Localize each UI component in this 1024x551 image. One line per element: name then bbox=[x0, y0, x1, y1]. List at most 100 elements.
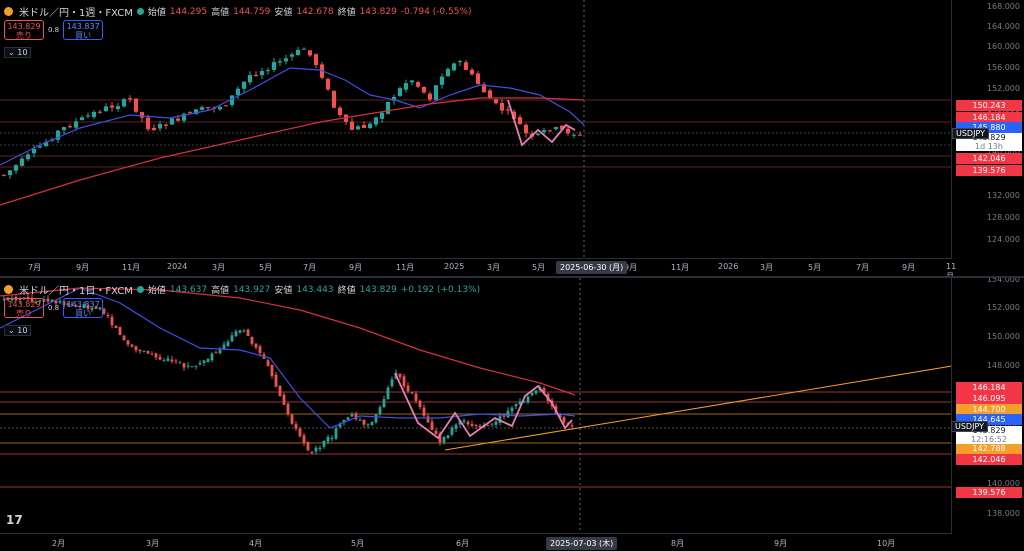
daily-candle-body bbox=[266, 360, 270, 366]
daily-candle-body bbox=[286, 403, 290, 414]
weekly-candle-body bbox=[265, 70, 271, 72]
daily-candle-body bbox=[126, 340, 130, 345]
weekly-candle-body bbox=[415, 82, 421, 87]
daily-candle-body bbox=[422, 407, 426, 416]
daily-x-label: 9月 bbox=[774, 539, 788, 548]
weekly-candle-body bbox=[565, 128, 571, 134]
weekly-price-axis[interactable]: 168.000164.000160.000156.000152.000148.0… bbox=[951, 0, 1024, 258]
weekly-candle-body bbox=[145, 117, 151, 130]
weekly-y-tick: 168.000 bbox=[986, 2, 1020, 11]
weekly-candle-body bbox=[223, 105, 229, 107]
daily-candle-body bbox=[522, 401, 526, 403]
daily-buy-button[interactable]: 143.837 買い bbox=[63, 298, 104, 318]
chevron-down-icon: ⌄ bbox=[8, 48, 15, 57]
daily-symbol-title[interactable]: 米ドル／円・1日・FXCM bbox=[19, 286, 133, 297]
daily-buy-label: 買い bbox=[75, 309, 92, 318]
daily-candle-body bbox=[290, 414, 294, 424]
daily-open-value: 143.637 bbox=[169, 284, 208, 295]
daily-candle-body bbox=[506, 410, 510, 418]
weekly-candle-body bbox=[475, 73, 481, 84]
weekly-price-plot[interactable] bbox=[0, 0, 952, 276]
daily-price-plot[interactable] bbox=[0, 278, 952, 551]
weekly-y-tick: 124.000 bbox=[986, 235, 1020, 244]
daily-price-label: 142.788 bbox=[956, 443, 1022, 454]
daily-candle-body bbox=[110, 316, 114, 326]
daily-close-value: 143.829 bbox=[359, 284, 397, 295]
daily-ticker-tag: USDJPY bbox=[951, 421, 988, 432]
weekly-y-tick: 156.000 bbox=[986, 63, 1020, 72]
weekly-candle-body bbox=[433, 85, 439, 100]
daily-candle-body bbox=[114, 325, 118, 329]
daily-candle-body bbox=[70, 304, 74, 306]
weekly-indicator-chip[interactable]: ⌄ 10 bbox=[4, 47, 32, 58]
weekly-buy-button[interactable]: 143.837 買い bbox=[63, 20, 104, 40]
weekly-buy-label: 買い bbox=[75, 31, 92, 40]
daily-change-value: +0.192 (+0.13%) bbox=[400, 284, 481, 295]
weekly-candle-body bbox=[127, 98, 133, 100]
daily-candle-body bbox=[174, 360, 178, 362]
weekly-symbol-title[interactable]: 米ドル／円・1週・FXCM bbox=[19, 8, 133, 19]
daily-chart-pane[interactable]: 米ドル／円・1日・FXCM 始値 143.637 高値 143.927 安値 143.… bbox=[0, 278, 1024, 551]
weekly-candle-body bbox=[349, 121, 355, 130]
weekly-candle-body bbox=[295, 49, 301, 56]
weekly-sell-label: 売り bbox=[16, 31, 32, 40]
weekly-chart-pane[interactable]: 米ドル／円・1週・FXCM 始値 144.295 高値 144.759 安値 142.… bbox=[0, 0, 1024, 276]
weekly-candle-body bbox=[499, 103, 505, 111]
weekly-x-label: 9月 bbox=[902, 263, 916, 272]
daily-candle-body bbox=[302, 435, 306, 443]
daily-candle-body bbox=[434, 430, 438, 435]
daily-candle-body bbox=[186, 365, 190, 367]
weekly-time-axis[interactable]: 7月 9月 11月 2024 3月 5月 7月 9月 11月 2025 3月 5月 9月 11月 2026 3… bbox=[0, 258, 956, 276]
daily-y-tick: 148.000 bbox=[986, 361, 1020, 370]
weekly-sell-button[interactable]: 143.829 売り bbox=[4, 20, 44, 40]
weekly-y-tick: 132.000 bbox=[986, 191, 1020, 200]
weekly-candle-body bbox=[469, 69, 475, 75]
daily-candle-body bbox=[314, 447, 318, 452]
weekly-open-value: 144.295 bbox=[169, 6, 208, 17]
weekly-candle-body bbox=[391, 96, 397, 101]
weekly-price-label: 145.880 bbox=[956, 122, 1022, 133]
daily-price-label: 146.095 bbox=[956, 393, 1022, 404]
daily-price-label: 144.645 bbox=[956, 414, 1022, 425]
weekly-candle-body bbox=[385, 101, 391, 114]
weekly-candle-body bbox=[259, 71, 265, 76]
weekly-x-label: 7月 bbox=[28, 263, 42, 272]
weekly-buy-price: 143.837 bbox=[66, 22, 100, 31]
daily-candle-body bbox=[18, 298, 22, 301]
weekly-candle-body bbox=[547, 130, 553, 132]
daily-indicator-chip[interactable]: ⌄ 10 bbox=[4, 325, 32, 336]
daily-candle-body bbox=[66, 303, 70, 306]
daily-candle-body bbox=[558, 413, 562, 418]
tradingview-logo[interactable]: 17 bbox=[6, 513, 23, 527]
weekly-candle-body bbox=[445, 68, 451, 77]
daily-x-label: 6月 bbox=[456, 539, 470, 548]
daily-candle-body bbox=[270, 364, 274, 376]
weekly-sell-price: 143.829 bbox=[7, 22, 41, 31]
pane-divider[interactable] bbox=[0, 276, 1024, 278]
weekly-candle-body bbox=[103, 106, 109, 112]
daily-candle-body bbox=[294, 424, 298, 429]
weekly-candle-body bbox=[199, 107, 205, 110]
daily-price-label: 142.046 bbox=[956, 454, 1022, 465]
weekly-price-label: 146.184 bbox=[956, 112, 1022, 123]
chevron-down-icon: ⌄ bbox=[8, 326, 15, 335]
weekly-candle-body bbox=[73, 121, 79, 128]
daily-price-axis[interactable]: 154.000152.000150.000148.000146.000144.0… bbox=[951, 278, 1024, 533]
weekly-candle-body bbox=[439, 76, 445, 85]
daily-candle-body bbox=[210, 353, 214, 361]
weekly-ma-fast-line bbox=[0, 67, 585, 166]
weekly-candle-body bbox=[307, 50, 313, 56]
weekly-x-label: 11月 bbox=[946, 262, 957, 276]
weekly-y-tick: 164.000 bbox=[986, 22, 1020, 31]
daily-candle-body bbox=[318, 447, 322, 449]
weekly-candle-body bbox=[421, 86, 427, 93]
daily-x-label: 4月 bbox=[249, 539, 263, 548]
weekly-candle-body bbox=[235, 88, 241, 96]
daily-open-label: 始値 bbox=[147, 286, 166, 296]
weekly-x-label: 7月 bbox=[303, 263, 317, 272]
daily-sell-button[interactable]: 143.829 売り bbox=[4, 298, 44, 318]
weekly-candle-body bbox=[121, 99, 127, 107]
daily-candle-body bbox=[366, 424, 370, 426]
daily-time-axis[interactable]: 2月 3月 4月 5月 6月 8月 9月 10月 2025-07-03 (木) bbox=[0, 533, 952, 551]
weekly-candle-body bbox=[493, 99, 499, 104]
